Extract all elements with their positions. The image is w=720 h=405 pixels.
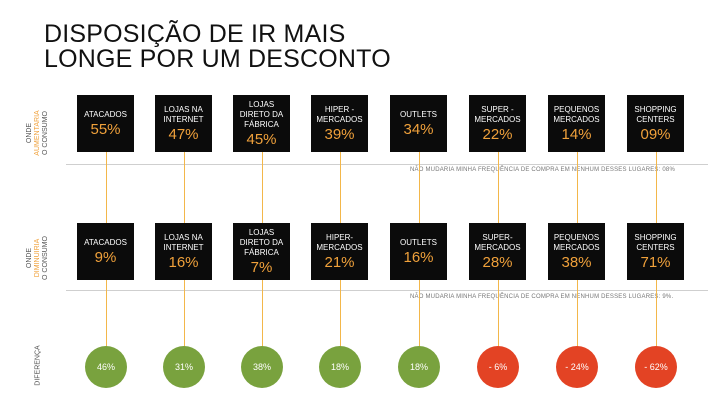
category-label: SHOPPING CENTERS	[634, 104, 677, 124]
difference-circle: 31%	[163, 346, 205, 388]
category-percent: 22%	[482, 125, 513, 143]
category-label: ATACADOS	[84, 237, 127, 247]
category-label: LOJAS DIRETO DA FÁBRICA	[239, 99, 284, 129]
category-percent: 39%	[324, 125, 355, 143]
category-percent: 28%	[482, 253, 513, 271]
category-label: SUPER - MERCADOS	[474, 104, 521, 124]
row2-category-box: PEQUENOS MERCADOS 38%	[548, 223, 605, 280]
title-line-1: DISPOSIÇÃO DE IR MAIS	[44, 20, 346, 48]
difference-circle: 46%	[85, 346, 127, 388]
difference-circle: 18%	[319, 346, 361, 388]
category-percent: 9%	[94, 248, 117, 266]
side-consumo: O CONSUMO	[42, 236, 49, 280]
category-label: OUTLETS	[400, 109, 437, 119]
side-consumo: O CONSUMO	[42, 111, 49, 155]
row2-side-label: ONDE DIMINUIRIA O CONSUMO	[26, 223, 50, 293]
row2-category-box: SUPER- MERCADOS 28%	[469, 223, 526, 280]
row2-category-box: OUTLETS 16%	[390, 223, 447, 280]
category-label: LOJAS NA INTERNET	[163, 104, 204, 124]
category-label: OUTLETS	[400, 237, 437, 247]
row1-category-box: LOJAS DIRETO DA FÁBRICA 45%	[233, 95, 290, 152]
category-percent: 38%	[561, 253, 592, 271]
category-label: HIPER- MERCADOS	[316, 232, 363, 252]
row2-note: NÃO MUDARIA MINHA FREQUÊNCIA DE COMPRA E…	[410, 294, 674, 300]
diferenca-label: DIFERENÇA	[34, 345, 42, 386]
category-percent: 16%	[168, 253, 199, 271]
row1-side-label: ONDE AUMENTARIA O CONSUMO	[26, 98, 50, 168]
difference-circle: 18%	[398, 346, 440, 388]
category-percent: 45%	[246, 130, 277, 148]
row2-divider	[66, 290, 708, 291]
category-label: ATACADOS	[84, 109, 127, 119]
row1-category-box: HIPER - MERCADOS 39%	[311, 95, 368, 152]
category-label: LOJAS DIRETO DA FÁBRICA	[239, 227, 284, 257]
row1-category-box: SHOPPING CENTERS 09%	[627, 95, 684, 152]
row1-category-box: LOJAS NA INTERNET 47%	[155, 95, 212, 152]
category-label: PEQUENOS MERCADOS	[553, 232, 600, 252]
row2-category-box: LOJAS DIRETO DA FÁBRICA 7%	[233, 223, 290, 280]
category-percent: 21%	[324, 253, 355, 271]
difference-circle: - 24%	[556, 346, 598, 388]
row1-category-box: PEQUENOS MERCADOS 14%	[548, 95, 605, 152]
category-percent: 47%	[168, 125, 199, 143]
side-action: DIMINUIRIA	[34, 238, 41, 278]
category-label: HIPER - MERCADOS	[316, 104, 363, 124]
category-percent: 71%	[640, 253, 671, 271]
category-label: PEQUENOS MERCADOS	[553, 104, 600, 124]
category-percent: 7%	[250, 258, 273, 276]
row1-divider	[66, 164, 708, 165]
category-percent: 16%	[403, 248, 434, 266]
difference-circle: 38%	[241, 346, 283, 388]
row1-category-box: OUTLETS 34%	[390, 95, 447, 152]
row1-note: NÃO MUDARIA MINHA FREQUÊNCIA DE COMPRA E…	[410, 167, 675, 173]
category-percent: 55%	[90, 120, 121, 138]
difference-circle: - 62%	[635, 346, 677, 388]
row1-category-box: ATACADOS 55%	[77, 95, 134, 152]
side-onde: ONDE	[26, 247, 33, 269]
category-percent: 34%	[403, 120, 434, 138]
side-onde: ONDE	[26, 122, 33, 144]
category-percent: 14%	[561, 125, 592, 143]
row2-category-box: SHOPPING CENTERS 71%	[627, 223, 684, 280]
category-label: SHOPPING CENTERS	[634, 232, 677, 252]
category-percent: 09%	[640, 125, 671, 143]
category-label: LOJAS NA INTERNET	[163, 232, 204, 252]
category-label: SUPER- MERCADOS	[474, 232, 521, 252]
difference-circle: - 6%	[477, 346, 519, 388]
row2-category-box: ATACADOS 9%	[77, 223, 134, 280]
side-action: AUMENTARIA	[34, 110, 41, 156]
row1-category-box: SUPER - MERCADOS 22%	[469, 95, 526, 152]
page-title: DISPOSIÇÃO DE IR MAIS LONGE POR UM DESCO…	[44, 22, 391, 72]
row2-category-box: LOJAS NA INTERNET 16%	[155, 223, 212, 280]
title-line-2: LONGE POR UM DESCONTO	[44, 45, 391, 73]
row2-category-box: HIPER- MERCADOS 21%	[311, 223, 368, 280]
